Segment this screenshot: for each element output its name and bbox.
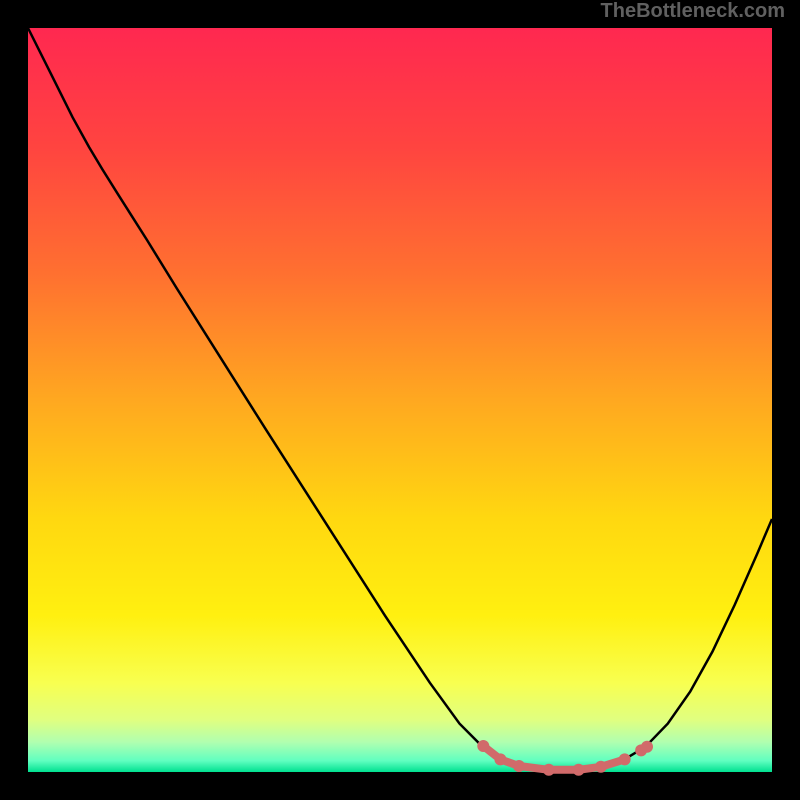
plot-gradient-area: [28, 28, 772, 772]
watermark-text: TheBottleneck.com: [601, 0, 785, 23]
